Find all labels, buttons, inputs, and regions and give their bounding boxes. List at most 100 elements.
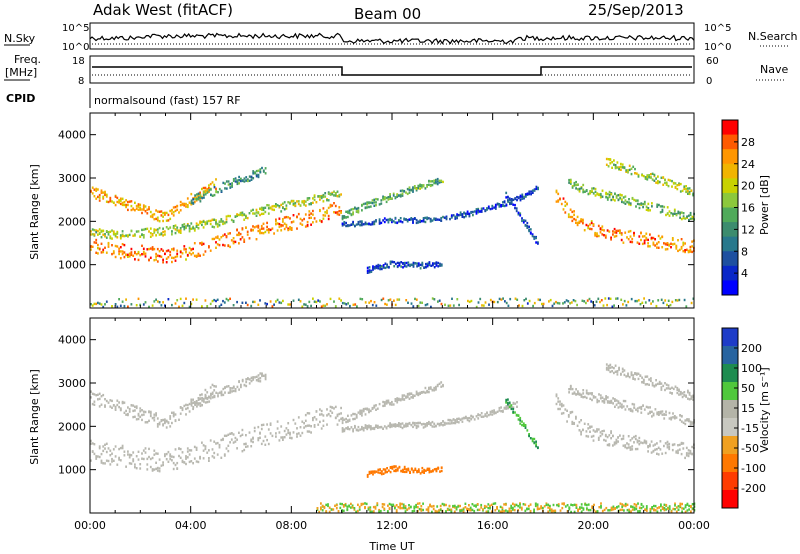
echo-cell bbox=[139, 415, 142, 418]
echo-cell bbox=[121, 203, 124, 207]
echo-cell bbox=[645, 232, 648, 235]
echo-cell bbox=[679, 393, 682, 396]
echo-cell bbox=[479, 297, 482, 301]
echo-cell bbox=[202, 220, 205, 223]
echo-cell bbox=[368, 201, 370, 205]
echo-cell bbox=[201, 220, 203, 224]
echo-cell bbox=[498, 509, 500, 512]
echo-cell bbox=[373, 220, 376, 223]
echo-cell bbox=[612, 195, 614, 199]
echo-cell bbox=[232, 386, 235, 389]
echo-cell bbox=[312, 221, 314, 224]
echo-cell bbox=[172, 211, 175, 214]
velocity-cbar-tick-label: 50 bbox=[741, 382, 755, 395]
echo-cell bbox=[472, 416, 474, 419]
echo-cell bbox=[435, 467, 438, 471]
echo-cell bbox=[560, 402, 563, 406]
echo-cell bbox=[188, 227, 191, 230]
echo-cell bbox=[409, 505, 412, 508]
echo-cell bbox=[523, 197, 525, 200]
echo-cell bbox=[647, 406, 650, 409]
echo-cell bbox=[97, 229, 99, 233]
echo-cell bbox=[181, 451, 184, 454]
echo-cell bbox=[127, 305, 129, 308]
echo-cell bbox=[111, 200, 113, 203]
echo-cell bbox=[165, 211, 168, 215]
echo-cell bbox=[240, 383, 242, 387]
echo-cell bbox=[105, 195, 108, 198]
echo-cell bbox=[313, 424, 316, 427]
echo-cell bbox=[395, 468, 397, 472]
echo-cell bbox=[599, 192, 602, 196]
echo-cell bbox=[627, 171, 629, 174]
echo-cell bbox=[125, 409, 127, 413]
echo-cell bbox=[260, 212, 263, 216]
echo-cell bbox=[369, 510, 372, 514]
echo-cell bbox=[174, 231, 177, 235]
echo-cell bbox=[426, 262, 429, 265]
echo-cell bbox=[412, 186, 414, 189]
echo-cell bbox=[356, 305, 358, 308]
echo-cell bbox=[691, 452, 693, 456]
echo-cell bbox=[123, 411, 126, 414]
echo-cell bbox=[107, 245, 110, 248]
echo-cell bbox=[651, 202, 653, 205]
echo-cell bbox=[570, 301, 573, 304]
echo-cell bbox=[347, 302, 349, 305]
echo-cell bbox=[652, 412, 655, 415]
echo-cell bbox=[514, 197, 517, 200]
echo-cell bbox=[252, 225, 254, 228]
echo-cell bbox=[208, 189, 211, 192]
echo-cell bbox=[668, 210, 671, 213]
echo-cell bbox=[456, 215, 458, 218]
echo-band-3 bbox=[341, 381, 444, 425]
echo-cell bbox=[192, 247, 194, 251]
echo-cell bbox=[312, 197, 314, 200]
echo-cell bbox=[645, 236, 648, 240]
echo-cell bbox=[680, 452, 683, 456]
echo-cell bbox=[415, 218, 418, 222]
echo-cell bbox=[243, 218, 246, 221]
echo-cell bbox=[260, 227, 263, 230]
echo-cell bbox=[643, 202, 646, 206]
echo-cell bbox=[415, 425, 418, 428]
echo-cell bbox=[222, 234, 224, 237]
echo-cell bbox=[119, 235, 122, 239]
echo-cell bbox=[234, 389, 237, 393]
echo-cell bbox=[151, 468, 154, 471]
echo-cell bbox=[316, 508, 319, 511]
echo-cell bbox=[615, 194, 618, 197]
echo-cell bbox=[271, 205, 274, 208]
echo-cell bbox=[239, 232, 242, 236]
echo-cell bbox=[257, 379, 260, 383]
echo-cell bbox=[608, 195, 611, 199]
velocity-cbar-swatch bbox=[722, 364, 738, 383]
echo-cell bbox=[313, 217, 316, 220]
echo-cell bbox=[287, 431, 290, 435]
echo-cell bbox=[246, 303, 249, 307]
echo-cell bbox=[475, 504, 477, 507]
echo-cell bbox=[610, 437, 612, 440]
echo-cell bbox=[362, 410, 365, 413]
echo-cell bbox=[618, 166, 620, 169]
echo-band-2 bbox=[90, 178, 217, 223]
echo-cell bbox=[148, 230, 150, 233]
echo-cell bbox=[310, 223, 312, 226]
echo-cell bbox=[692, 398, 694, 401]
echo-cell bbox=[433, 181, 436, 185]
echo-cell bbox=[185, 407, 187, 411]
echo-cell bbox=[389, 195, 391, 198]
echo-cell bbox=[398, 262, 401, 266]
echo-cell bbox=[662, 183, 665, 186]
echo-cell bbox=[443, 503, 446, 506]
echo-cell bbox=[532, 304, 534, 308]
echo-cell bbox=[674, 508, 676, 511]
echo-cell bbox=[165, 249, 168, 253]
echo-cell bbox=[287, 228, 290, 232]
echo-cell bbox=[366, 266, 369, 270]
echo-cell bbox=[215, 385, 217, 388]
echo-cell bbox=[334, 305, 337, 308]
echo-cell bbox=[116, 230, 119, 234]
echo-cell bbox=[415, 505, 417, 509]
echo-cell bbox=[526, 225, 529, 228]
